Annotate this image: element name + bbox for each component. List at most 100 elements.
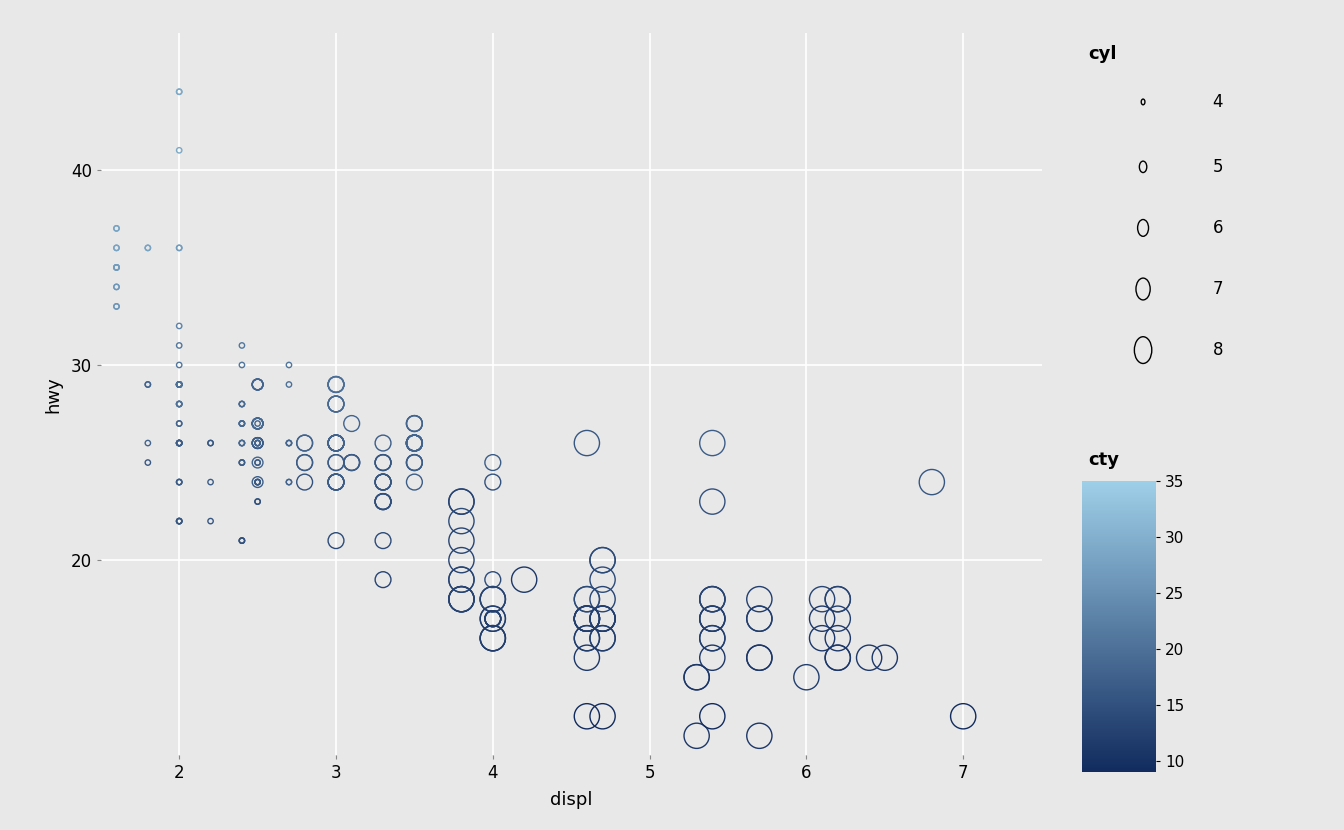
- Point: [168, 437, 190, 450]
- Point: [482, 612, 504, 625]
- Point: [325, 378, 347, 391]
- Point: [450, 593, 472, 606]
- Point: [325, 398, 347, 411]
- Point: [231, 456, 253, 469]
- Point: [702, 612, 723, 625]
- Point: [577, 593, 598, 606]
- Text: 8: 8: [1212, 341, 1223, 359]
- Point: [325, 476, 347, 489]
- Point: [200, 437, 222, 450]
- Point: [372, 476, 394, 489]
- Point: [812, 632, 833, 645]
- Point: [749, 651, 770, 664]
- Point: [168, 476, 190, 489]
- Point: [812, 593, 833, 606]
- Point: [591, 573, 613, 586]
- Text: 5: 5: [1212, 158, 1223, 176]
- Point: [231, 437, 253, 450]
- Point: [403, 437, 425, 450]
- Point: [247, 378, 269, 391]
- Point: [168, 398, 190, 411]
- Point: [325, 534, 347, 547]
- Point: [168, 515, 190, 528]
- Point: [577, 632, 598, 645]
- Point: [450, 593, 472, 606]
- Point: [247, 417, 269, 430]
- Point: [482, 612, 504, 625]
- Point: [372, 495, 394, 508]
- Point: [403, 437, 425, 450]
- Point: [482, 612, 504, 625]
- Point: [168, 378, 190, 391]
- Point: [247, 495, 269, 508]
- Point: [577, 612, 598, 625]
- Point: [372, 476, 394, 489]
- Point: [482, 612, 504, 625]
- Point: [685, 671, 707, 684]
- Point: [325, 437, 347, 450]
- Point: [591, 554, 613, 567]
- Point: [231, 456, 253, 469]
- Point: [482, 593, 504, 606]
- Point: [325, 476, 347, 489]
- Point: [168, 320, 190, 333]
- Point: [372, 437, 394, 450]
- Point: [372, 456, 394, 469]
- Point: [106, 281, 128, 294]
- Point: [702, 495, 723, 508]
- Point: [168, 378, 190, 391]
- Point: [247, 437, 269, 450]
- Point: [341, 456, 363, 469]
- Point: [702, 593, 723, 606]
- Point: [106, 300, 128, 313]
- Point: [168, 398, 190, 411]
- Point: [450, 495, 472, 508]
- Point: [247, 456, 269, 469]
- Point: [168, 378, 190, 391]
- Text: 7: 7: [1212, 280, 1223, 298]
- Point: [325, 398, 347, 411]
- Point: [702, 651, 723, 664]
- Point: [168, 437, 190, 450]
- Point: [168, 437, 190, 450]
- Point: [247, 417, 269, 430]
- Point: [685, 671, 707, 684]
- Point: [247, 417, 269, 430]
- Point: [325, 437, 347, 450]
- Point: [577, 612, 598, 625]
- Point: [372, 573, 394, 586]
- Point: [372, 456, 394, 469]
- Point: [168, 417, 190, 430]
- Point: [294, 437, 316, 450]
- Point: [577, 437, 598, 450]
- Point: [874, 651, 895, 664]
- Point: [827, 651, 848, 664]
- Point: [403, 456, 425, 469]
- Point: [591, 632, 613, 645]
- Point: [513, 573, 535, 586]
- Point: [325, 456, 347, 469]
- Point: [827, 632, 848, 645]
- Point: [247, 495, 269, 508]
- Point: [278, 359, 300, 372]
- Point: [168, 242, 190, 255]
- Point: [247, 437, 269, 450]
- Point: [685, 729, 707, 742]
- Point: [591, 612, 613, 625]
- Point: [403, 437, 425, 450]
- Point: [294, 476, 316, 489]
- Point: [482, 612, 504, 625]
- Point: [702, 632, 723, 645]
- Point: [200, 476, 222, 489]
- Point: [482, 612, 504, 625]
- Point: [168, 242, 190, 255]
- Point: [403, 437, 425, 450]
- Point: [577, 612, 598, 625]
- Point: [278, 476, 300, 489]
- Point: [341, 456, 363, 469]
- Point: [231, 437, 253, 450]
- Point: [247, 378, 269, 391]
- Point: [247, 476, 269, 489]
- Point: [827, 651, 848, 664]
- Point: [372, 495, 394, 508]
